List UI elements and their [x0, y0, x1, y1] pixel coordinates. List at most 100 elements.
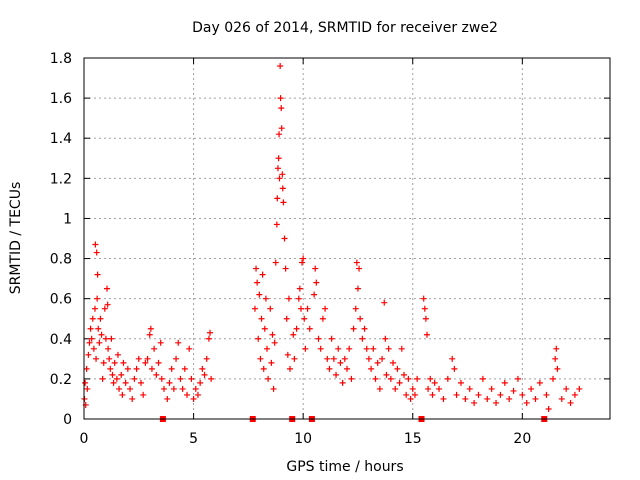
- data-point: [344, 366, 350, 372]
- data-point: [199, 366, 205, 372]
- data-point: [186, 346, 192, 352]
- data-point: [164, 396, 170, 402]
- data-point: [94, 296, 100, 302]
- data-point: [262, 326, 268, 332]
- data-point: [462, 396, 468, 402]
- plot-frame: [84, 58, 610, 419]
- x-axis-label: GPS time / hours: [286, 459, 403, 475]
- data-point: [543, 392, 549, 398]
- data-point: [331, 356, 337, 362]
- data-point: [182, 366, 188, 372]
- data-point: [403, 392, 409, 398]
- x-tick-label: 5: [189, 431, 198, 447]
- data-point: [184, 392, 190, 398]
- data-point: [386, 346, 392, 352]
- data-point: [147, 332, 153, 338]
- data-point: [252, 306, 258, 312]
- x-tick-label: 20: [513, 431, 531, 447]
- data-point: [576, 386, 582, 392]
- data-point: [313, 280, 319, 286]
- y-tick-label: 1: [63, 211, 72, 227]
- chart-title: Day 026 of 2014, SRMTID for receiver zwe…: [192, 20, 498, 36]
- data-point: [445, 376, 451, 382]
- y-tick-label: 0.6: [50, 292, 72, 308]
- data-point: [291, 356, 297, 362]
- data-point: [377, 386, 383, 392]
- data-point: [366, 356, 372, 362]
- data-point: [451, 366, 457, 372]
- data-point: [372, 376, 378, 382]
- data-point: [120, 360, 126, 366]
- data-point: [528, 386, 534, 392]
- data-point: [357, 316, 363, 322]
- data-point: [422, 306, 428, 312]
- data-point: [454, 392, 460, 398]
- data-point: [253, 266, 259, 272]
- data-point: [362, 326, 368, 332]
- data-point: [272, 340, 278, 346]
- data-point: [90, 316, 96, 322]
- data-point: [524, 400, 530, 406]
- data-point: [412, 392, 418, 398]
- data-point: [180, 386, 186, 392]
- data-point: [399, 346, 405, 352]
- data-point: [127, 386, 133, 392]
- data-point: [305, 306, 311, 312]
- data-point: [88, 326, 94, 332]
- y-tick-labels: 0 0.2 0.4 0.6 0.8 1 1.2 1.4 1.6 1.8: [50, 51, 72, 428]
- data-point: [552, 356, 558, 362]
- data-point: [290, 332, 296, 338]
- data-point: [191, 396, 197, 402]
- data-point: [436, 386, 442, 392]
- data-point: [153, 372, 159, 378]
- data-point: [207, 330, 213, 336]
- data-point: [318, 346, 324, 352]
- data-point: [359, 336, 365, 342]
- data-point: [129, 396, 135, 402]
- data-point: [299, 260, 305, 266]
- data-point: [354, 260, 360, 266]
- data-point: [92, 242, 98, 248]
- data-point: [136, 356, 142, 362]
- data-point: [326, 366, 332, 372]
- data-point: [148, 326, 154, 332]
- data-point: [276, 131, 282, 137]
- data-point: [307, 326, 313, 332]
- data-point: [177, 376, 183, 382]
- data-point: [397, 380, 403, 386]
- srmtid-scatter-chart: Day 026 of 2014, SRMTID for receiver zwe…: [0, 0, 640, 480]
- data-point: [115, 352, 121, 358]
- data-point: [287, 366, 293, 372]
- data-point: [282, 236, 288, 242]
- data-points: [81, 63, 582, 412]
- data-point: [471, 400, 477, 406]
- data-point: [175, 340, 181, 346]
- data-point: [105, 302, 111, 308]
- data-point: [394, 366, 400, 372]
- data-point: [294, 326, 300, 332]
- y-axis-label: SRMTID / TECUs: [8, 182, 24, 295]
- data-point: [493, 400, 499, 406]
- data-point: [563, 386, 569, 392]
- data-point: [421, 296, 427, 302]
- data-point: [553, 346, 559, 352]
- data-point: [502, 380, 508, 386]
- data-point: [269, 332, 275, 338]
- data-point: [296, 296, 302, 302]
- data-point: [100, 376, 106, 382]
- data-point: [116, 386, 122, 392]
- data-point: [410, 386, 416, 392]
- data-point: [515, 376, 521, 382]
- data-point: [329, 336, 335, 342]
- data-point: [519, 392, 525, 398]
- data-point: [279, 125, 285, 131]
- data-point: [370, 346, 376, 352]
- data-point: [173, 356, 179, 362]
- data-point: [93, 356, 99, 362]
- data-point: [95, 326, 101, 332]
- data-point: [276, 175, 282, 181]
- data-point: [351, 326, 357, 332]
- data-point: [97, 316, 103, 322]
- y-tick-label: 0.8: [50, 252, 72, 268]
- data-point: [467, 386, 473, 392]
